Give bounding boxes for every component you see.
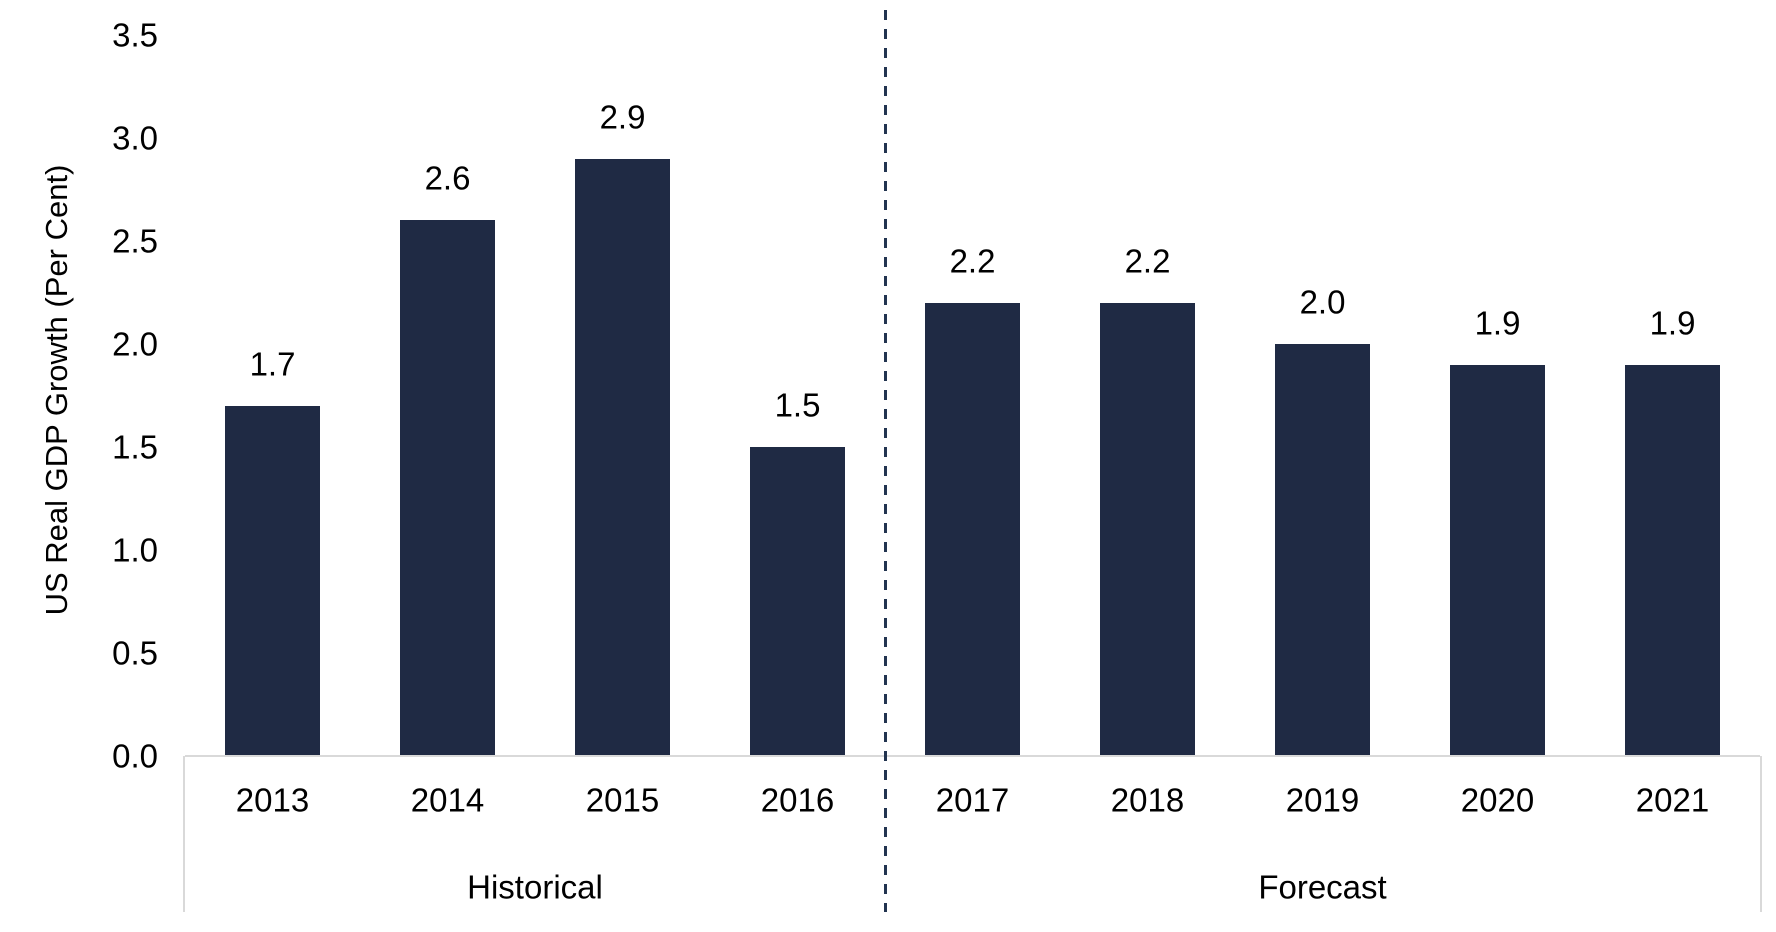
x-tick-label-2021: 2021	[1635, 781, 1710, 819]
bar-value-label-2016: 1.5	[774, 386, 821, 424]
x-tick-label-2019: 2019	[1285, 781, 1360, 819]
y-tick-label-3.5: 3.5	[112, 16, 158, 54]
y-tick-label-0.5: 0.5	[112, 634, 158, 672]
bar-value-label-2014: 2.6	[424, 159, 471, 197]
x-tick-label-2018: 2018	[1110, 781, 1185, 819]
group-label-forecast: Forecast	[1258, 868, 1387, 906]
bar-2015	[575, 159, 670, 756]
bar-value-label-2013: 1.7	[249, 345, 296, 383]
y-tick-label-2.5: 2.5	[112, 222, 158, 260]
bar-value-label-2021: 1.9	[1649, 304, 1696, 342]
bar-2016	[750, 447, 845, 756]
group-label-historical: Historical	[467, 868, 603, 906]
bar-2014	[400, 220, 495, 756]
bar-value-label-2015: 2.9	[599, 98, 646, 136]
category-frame-left-line	[183, 756, 185, 912]
category-frame-right-line	[1760, 756, 1762, 912]
bar-2021	[1625, 365, 1720, 756]
x-tick-label-2014: 2014	[410, 781, 485, 819]
x-tick-label-2015: 2015	[585, 781, 660, 819]
x-axis-line	[185, 755, 1760, 757]
bar-value-label-2017: 2.2	[949, 242, 996, 280]
y-tick-label-1.5: 1.5	[112, 428, 158, 466]
bar-2020	[1450, 365, 1545, 756]
bar-value-label-2018: 2.2	[1124, 242, 1171, 280]
y-tick-label-0.0: 0.0	[112, 737, 158, 775]
x-tick-label-2017: 2017	[935, 781, 1010, 819]
bar-2013	[225, 406, 320, 756]
bar-2019	[1275, 344, 1370, 756]
x-tick-label-2016: 2016	[760, 781, 835, 819]
x-tick-label-2020: 2020	[1460, 781, 1535, 819]
y-tick-label-3.0: 3.0	[112, 119, 158, 157]
forecast-separator-dashed-line	[883, 10, 887, 912]
bar-2017	[925, 303, 1020, 756]
bar-value-label-2020: 1.9	[1474, 304, 1521, 342]
y-tick-label-1.0: 1.0	[112, 531, 158, 569]
bar-2018	[1100, 303, 1195, 756]
y-tick-label-2.0: 2.0	[112, 325, 158, 363]
bar-value-label-2019: 2.0	[1299, 283, 1346, 321]
x-tick-label-2013: 2013	[235, 781, 310, 819]
